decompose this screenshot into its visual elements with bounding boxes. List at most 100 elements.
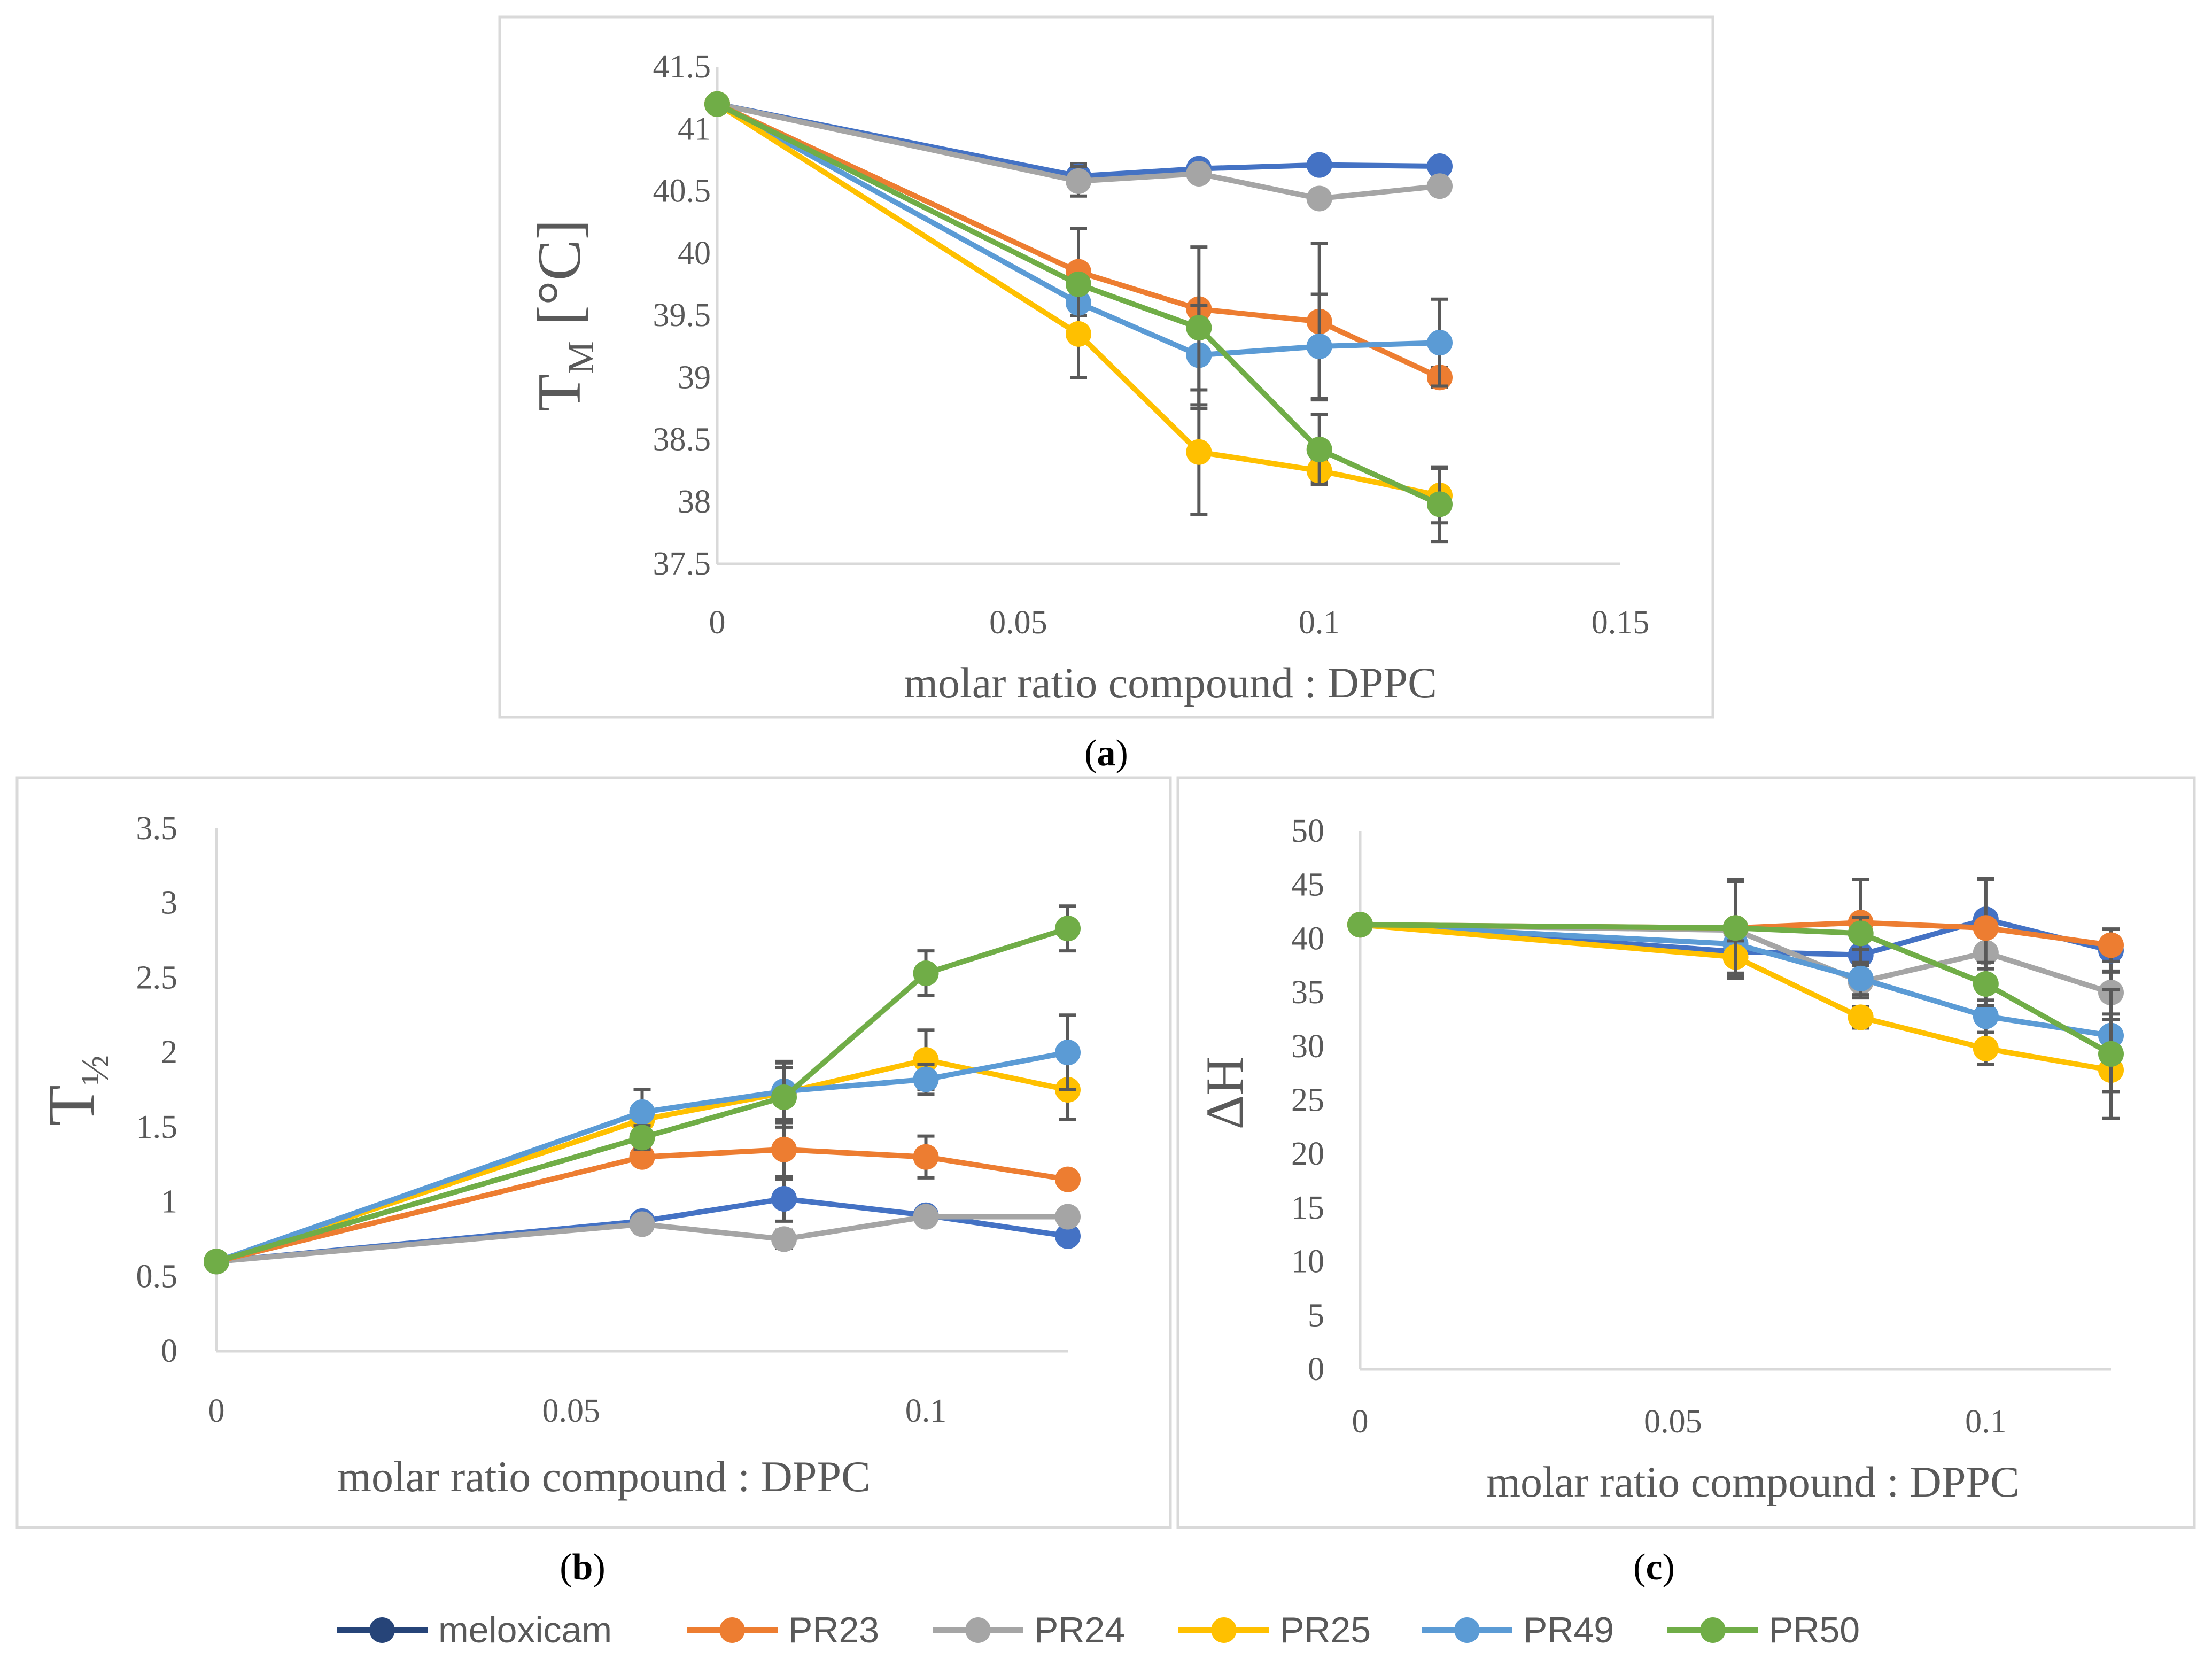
data-point bbox=[1306, 152, 1332, 178]
legend-marker bbox=[965, 1617, 991, 1643]
legend-label: PR23 bbox=[788, 1610, 879, 1650]
y-tick-label: 0.5 bbox=[136, 1258, 178, 1294]
x-axis-label: molar ratio compound : DPPC bbox=[337, 1452, 871, 1501]
y-tick-label: 40 bbox=[678, 235, 711, 272]
data-point bbox=[1055, 1204, 1081, 1230]
data-point bbox=[1066, 321, 1091, 347]
y-axis-label-sub: ½ bbox=[73, 1055, 118, 1085]
data-point bbox=[1306, 334, 1332, 360]
data-point bbox=[629, 1099, 655, 1125]
data-point bbox=[1973, 915, 1999, 941]
y-tick-label: 3.5 bbox=[136, 810, 178, 847]
data-point bbox=[1973, 1003, 1999, 1029]
y-tick-label: 40.5 bbox=[653, 173, 711, 210]
data-point bbox=[1186, 439, 1212, 465]
data-point bbox=[1066, 168, 1091, 194]
y-tick-label: 45 bbox=[1291, 867, 1324, 903]
data-point bbox=[1973, 1035, 1999, 1061]
data-point bbox=[1848, 920, 1874, 947]
series-PR50 bbox=[204, 904, 1081, 1275]
legend-marker bbox=[369, 1617, 395, 1643]
panel-a-frame bbox=[498, 15, 1714, 719]
data-point bbox=[1427, 173, 1453, 199]
y-tick-label: 0 bbox=[1308, 1351, 1324, 1387]
panel-b-frame bbox=[15, 776, 1172, 1529]
x-tick-label: 0.1 bbox=[1299, 604, 1340, 641]
y-tick-label: 1.5 bbox=[136, 1109, 178, 1145]
x-tick-label: 0 bbox=[709, 604, 726, 641]
x-tick-label: 0.05 bbox=[1644, 1404, 1702, 1440]
legend-item-PR50: PR50 bbox=[1667, 1610, 1860, 1650]
data-point bbox=[629, 1211, 655, 1237]
data-point bbox=[1427, 153, 1453, 179]
data-point bbox=[771, 1185, 797, 1212]
y-axis-label: TM [°C] bbox=[525, 219, 601, 412]
y-tick-label: 35 bbox=[1291, 974, 1324, 1011]
legend: meloxicam PR23 PR24 PR25 PR49 PR50 bbox=[337, 1610, 1860, 1650]
data-point bbox=[1306, 185, 1332, 212]
chart-panel-a: 37.5 38 38.5 39 39.5 40 40.5 41 41.5 0 0.05 0.1 0.15… bbox=[525, 49, 1649, 707]
y-tick-label: 38 bbox=[678, 484, 711, 520]
data-point bbox=[913, 1047, 939, 1073]
data-point bbox=[771, 1084, 797, 1110]
panel-b-tag: (b) bbox=[560, 1547, 606, 1588]
data-point bbox=[1427, 330, 1453, 356]
x-tick-label: 0.15 bbox=[1592, 604, 1650, 641]
data-point bbox=[771, 1136, 797, 1162]
x-tick-label: 0 bbox=[208, 1393, 225, 1429]
y-tick-label: 10 bbox=[1291, 1244, 1324, 1280]
data-point bbox=[1848, 965, 1874, 991]
y-tick-label: 1 bbox=[161, 1184, 177, 1220]
data-point bbox=[1186, 160, 1212, 187]
y-tick-label: 41 bbox=[678, 111, 711, 147]
y-tick-label: 39 bbox=[678, 359, 711, 396]
series-PR50 bbox=[704, 91, 1453, 544]
legend-item-PR23: PR23 bbox=[687, 1610, 879, 1650]
data-point bbox=[913, 1204, 939, 1230]
series-PR24 bbox=[204, 1204, 1081, 1275]
data-point bbox=[1848, 1004, 1874, 1030]
chart-panel-c: 0 5 10 15 20 25 30 35 40 45 50 0 0.05 0.1 molar ratio … bbox=[1195, 813, 2124, 1506]
data-point bbox=[1973, 971, 1999, 997]
data-point bbox=[1427, 491, 1453, 517]
data-point bbox=[1306, 437, 1332, 463]
y-tick-label: 30 bbox=[1291, 1028, 1324, 1065]
data-point bbox=[913, 960, 939, 987]
data-point bbox=[1722, 915, 1749, 941]
y-tick-label: 50 bbox=[1291, 813, 1324, 849]
legend-item-PR24: PR24 bbox=[933, 1610, 1125, 1650]
legend-marker bbox=[1211, 1617, 1237, 1643]
legend-label: PR25 bbox=[1280, 1610, 1371, 1650]
y-tick-label: 2 bbox=[161, 1034, 177, 1071]
legend-marker bbox=[1454, 1617, 1480, 1643]
x-tick-label: 0.1 bbox=[905, 1393, 947, 1429]
data-point bbox=[913, 1066, 939, 1092]
y-tick-label: 40 bbox=[1291, 920, 1324, 957]
y-axis-label: ΔH bbox=[1195, 1057, 1254, 1130]
legend-marker bbox=[719, 1617, 745, 1643]
x-tick-label: 0.05 bbox=[542, 1393, 601, 1429]
y-axis-label: T½ bbox=[35, 1055, 118, 1126]
data-point bbox=[1186, 315, 1212, 341]
x-tick-label: 0.1 bbox=[1965, 1404, 2007, 1440]
data-point bbox=[204, 1249, 229, 1275]
data-point bbox=[2098, 932, 2124, 958]
panel-c-tag: (c) bbox=[1633, 1547, 1675, 1588]
legend-label: meloxicam bbox=[438, 1610, 612, 1650]
panel-a-tag: (a) bbox=[1084, 733, 1128, 774]
x-tick-label: 0.05 bbox=[989, 604, 1047, 641]
data-point bbox=[1055, 1166, 1081, 1192]
legend-label: PR49 bbox=[1523, 1610, 1614, 1650]
y-tick-label: 37.5 bbox=[653, 546, 711, 582]
y-tick-label: 15 bbox=[1291, 1190, 1324, 1226]
y-axis-label-main: T bbox=[525, 374, 593, 412]
data-point bbox=[913, 1144, 939, 1170]
data-point bbox=[1055, 1040, 1081, 1066]
data-point bbox=[704, 91, 730, 117]
x-axis-label: molar ratio compound : DPPC bbox=[904, 658, 1437, 707]
legend-marker bbox=[1700, 1617, 1726, 1643]
panel-a-letter: a bbox=[1097, 733, 1116, 774]
panel-c-frame bbox=[1176, 776, 2196, 1529]
y-tick-label: 39.5 bbox=[653, 297, 711, 334]
